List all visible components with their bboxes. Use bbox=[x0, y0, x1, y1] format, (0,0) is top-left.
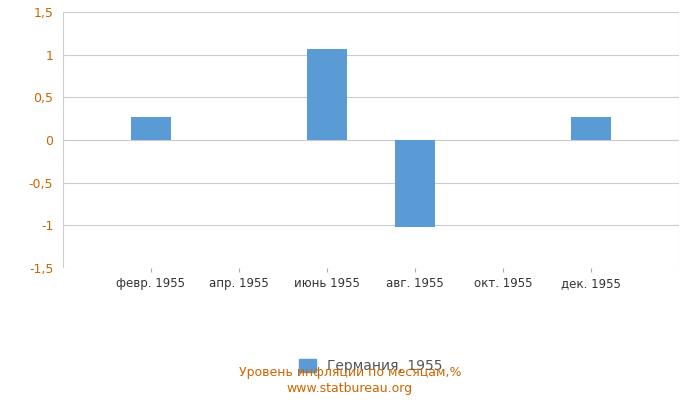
Legend: Германия, 1955: Германия, 1955 bbox=[294, 354, 448, 379]
Bar bbox=[131, 117, 171, 140]
Text: Уровень инфляции по месяцам,%: Уровень инфляции по месяцам,% bbox=[239, 366, 461, 379]
Text: www.statbureau.org: www.statbureau.org bbox=[287, 382, 413, 395]
Bar bbox=[395, 140, 435, 227]
Bar bbox=[571, 117, 611, 140]
Bar bbox=[307, 49, 346, 140]
